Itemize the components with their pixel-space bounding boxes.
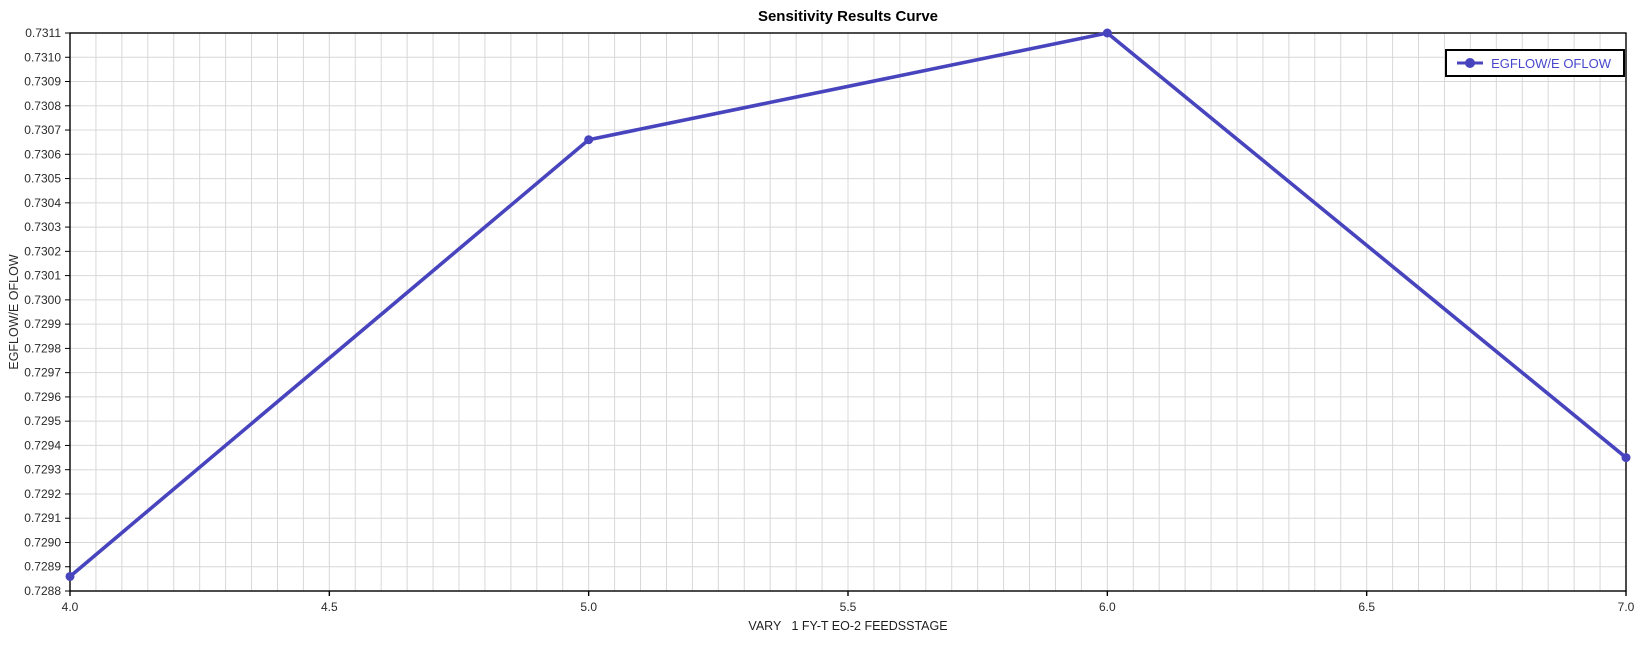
svg-text:4.5: 4.5	[321, 600, 338, 614]
svg-text:0.7296: 0.7296	[24, 390, 61, 404]
svg-text:0.7303: 0.7303	[24, 220, 61, 234]
svg-text:0.7293: 0.7293	[24, 463, 61, 477]
x-axis-title: VARY 1 FY-T EO-2 FEEDSSTAGE	[748, 619, 948, 633]
svg-text:0.7294: 0.7294	[24, 438, 61, 452]
svg-text:0.7305: 0.7305	[24, 172, 61, 186]
legend-line-marker-icon	[1457, 58, 1484, 68]
svg-text:5.0: 5.0	[580, 600, 597, 614]
svg-text:0.7309: 0.7309	[24, 75, 61, 89]
svg-text:0.7301: 0.7301	[24, 269, 61, 283]
svg-text:0.7308: 0.7308	[24, 99, 61, 113]
svg-text:0.7304: 0.7304	[24, 196, 61, 210]
svg-text:5.5: 5.5	[840, 600, 857, 614]
svg-text:7.0: 7.0	[1618, 600, 1635, 614]
svg-text:0.7298: 0.7298	[24, 341, 61, 355]
svg-text:4.0: 4.0	[62, 600, 79, 614]
chart-title: Sensitivity Results Curve	[757, 8, 939, 25]
svg-text:6.5: 6.5	[1358, 600, 1375, 614]
svg-text:0.7288: 0.7288	[24, 584, 61, 598]
svg-text:0.7292: 0.7292	[24, 487, 61, 501]
svg-text:6.0: 6.0	[1099, 600, 1116, 614]
svg-text:0.7299: 0.7299	[24, 317, 61, 331]
svg-text:0.7310: 0.7310	[24, 50, 61, 64]
svg-text:0.7302: 0.7302	[24, 244, 61, 258]
legend: EGFLOW/E OFLOW	[1445, 49, 1625, 77]
svg-text:0.7289: 0.7289	[24, 560, 61, 574]
svg-text:0.7311: 0.7311	[25, 26, 61, 40]
svg-text:0.7291: 0.7291	[24, 511, 61, 525]
svg-text:0.7300: 0.7300	[24, 293, 61, 307]
legend-label: EGFLOW/E OFLOW	[1491, 55, 1611, 71]
y-axis-title: EGFLOW/E OFLOW	[7, 254, 21, 370]
svg-text:0.7297: 0.7297	[24, 366, 61, 380]
svg-text:0.7306: 0.7306	[24, 147, 61, 161]
svg-text:0.7295: 0.7295	[24, 414, 61, 428]
svg-text:0.7307: 0.7307	[24, 123, 61, 137]
svg-text:0.7290: 0.7290	[24, 535, 61, 549]
